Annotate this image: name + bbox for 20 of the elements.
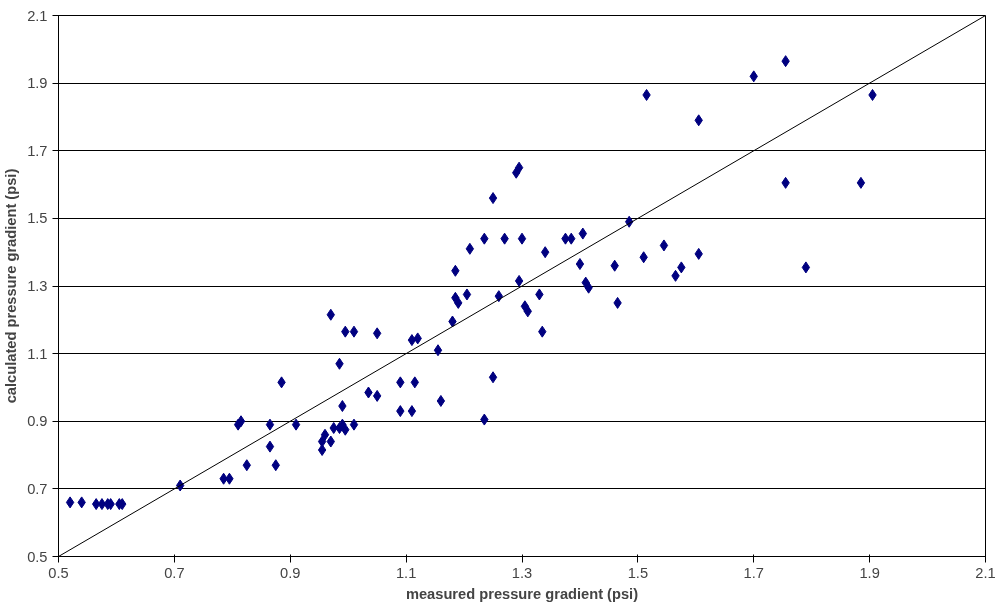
- x-tick-label: 2.1: [975, 564, 996, 581]
- y-tick-label: 1.7: [27, 142, 48, 159]
- x-tick-label: 0.7: [164, 564, 185, 581]
- x-tick-label: 1.1: [395, 564, 417, 581]
- y-tick-label: 0.5: [27, 548, 48, 565]
- y-tick-label: 1.9: [27, 75, 48, 92]
- x-tick-label: 1.7: [743, 564, 764, 581]
- y-tick-label: 0.7: [27, 480, 48, 497]
- x-tick-label: 0.5: [48, 564, 69, 581]
- x-tick-label: 1.3: [511, 564, 533, 581]
- x-tick-label: 1.9: [859, 564, 880, 581]
- y-tick-label: 1.1: [27, 345, 48, 362]
- y-tick-label: 1.3: [27, 278, 48, 294]
- x-tick-label: 1.5: [627, 564, 649, 581]
- y-tick-label: 2.1: [27, 7, 48, 24]
- x-axis-title: measured pressure gradient (psi): [405, 585, 639, 602]
- x-tick-label: 0.9: [280, 564, 301, 581]
- y-tick-label: 0.9: [27, 413, 48, 430]
- y-axis-title: calculated pressure gradient (psi): [3, 168, 20, 404]
- y-tick-label: 1.5: [27, 210, 48, 227]
